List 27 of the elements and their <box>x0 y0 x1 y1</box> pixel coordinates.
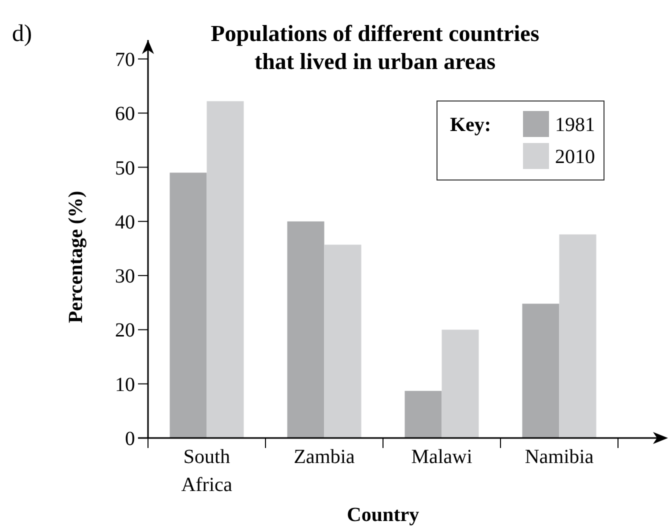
bar <box>559 234 596 438</box>
legend-label: 1981 <box>555 114 595 136</box>
bar <box>206 101 244 438</box>
bar <box>287 221 324 438</box>
y-axis-title: Percentage (%) <box>65 190 87 324</box>
y-tick-label: 0 <box>125 428 135 450</box>
y-tick-label: 50 <box>115 157 135 180</box>
chart-title: Populations of different countries that lived in urban areas <box>210 21 540 74</box>
x-tick-label: Zambia <box>294 446 355 468</box>
y-tick-label: 60 <box>115 103 135 126</box>
legend-title: Key: <box>450 114 492 136</box>
y-tick-label: 40 <box>115 211 135 234</box>
x-tick-label: Namibia <box>524 446 594 468</box>
x-tick-label: Malawi <box>411 446 473 468</box>
bar <box>522 304 560 438</box>
x-tick-label: South Africa <box>181 446 232 496</box>
y-tick-label: 70 <box>115 48 135 71</box>
bar <box>324 244 362 438</box>
text: d) <box>12 21 32 47</box>
legend-label: 2010 <box>555 146 595 168</box>
bar <box>170 172 207 438</box>
y-tick-label: 10 <box>115 374 135 396</box>
bar <box>404 390 442 438</box>
bar <box>442 330 479 438</box>
y-tick-label: 20 <box>115 320 135 342</box>
y-tick-label: 30 <box>115 266 135 288</box>
x-axis-title: Country <box>346 504 420 526</box>
